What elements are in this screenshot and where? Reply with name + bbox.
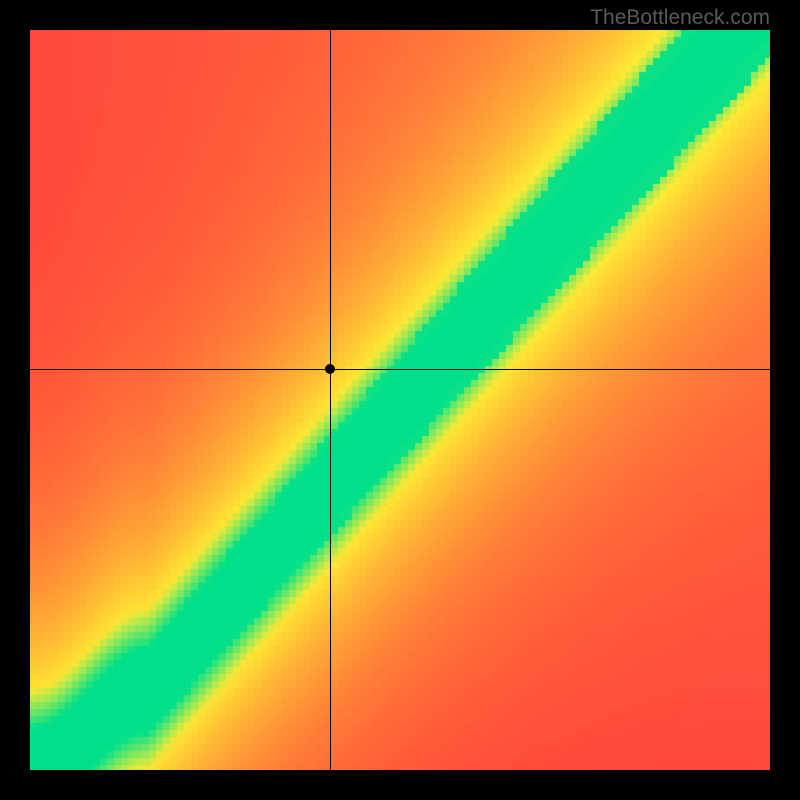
- plot-area: [30, 30, 770, 770]
- watermark-text: TheBottleneck.com: [590, 6, 770, 30]
- crosshair-horizontal: [30, 369, 770, 370]
- crosshair-marker: [325, 364, 335, 374]
- heatmap-canvas: [30, 30, 770, 770]
- heatmap-canvas-wrap: [30, 30, 770, 770]
- crosshair-vertical: [330, 30, 331, 770]
